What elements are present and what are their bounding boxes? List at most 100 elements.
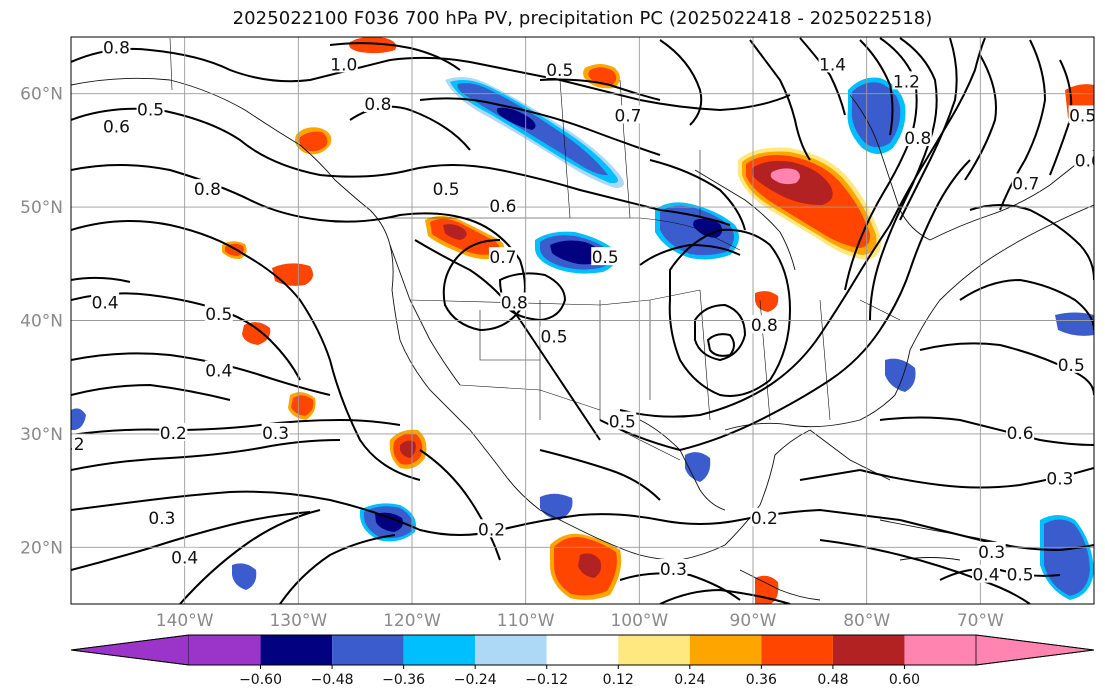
colorbar-label-9: 0.60 (889, 672, 920, 688)
contour-label-bg (329, 54, 358, 73)
contour-label-bg (608, 411, 637, 430)
colorbar-segment-7 (689, 635, 762, 665)
contour-label-11: 0.5 (591, 247, 620, 268)
contour-label-13: 0.4 (91, 292, 120, 313)
contour-label-text: 0.2 (478, 520, 505, 540)
lon-label-0: 140°W (156, 611, 214, 631)
precip-blob (685, 452, 711, 482)
colorbar-segment-5 (546, 635, 619, 665)
contour-label-text: 0.5 (1069, 106, 1096, 126)
latitude-labels: 60°N 50°N 40°N 30°N 20°N (20, 85, 63, 559)
contour-label-bg (892, 71, 921, 90)
contour-label-35: 0.4 (170, 547, 199, 569)
lon-label-5: 90°W (730, 611, 777, 631)
precip-blob (242, 322, 271, 345)
contour-label-text: 0.2 (57, 435, 84, 455)
contour-label-text: 0.8 (364, 95, 391, 115)
contour-label-bg (818, 54, 847, 73)
lat-label-3: 30°N (20, 425, 63, 445)
contour-label-bg (500, 292, 529, 311)
contour-label-0: 0.8 (102, 37, 131, 58)
contour-label-text: 0.4 (972, 566, 999, 586)
precip-blob (578, 553, 602, 578)
contour-label-text: 0.3 (262, 424, 289, 444)
precip-blob (1044, 519, 1090, 596)
colorbar-segment-10 (904, 635, 976, 665)
precip-blob (232, 563, 257, 590)
contour-label-bg (147, 507, 176, 526)
contour-label-bg (1006, 564, 1035, 583)
contour-label-37: 0.4 (972, 564, 1001, 586)
precip-blob (588, 67, 617, 86)
colorbar-segment-4 (475, 635, 547, 665)
contour-label-23: 1.2 (892, 71, 921, 92)
contour-label-bg (477, 519, 506, 538)
contour-label-bg (1045, 468, 1074, 487)
colorbar-label-5: 0.12 (603, 672, 634, 688)
colorbar-segment-6 (618, 635, 690, 665)
contour-label-bg (363, 94, 392, 113)
lon-label-1: 130°W (269, 611, 327, 631)
contour-label-bg (1074, 150, 1094, 169)
colorbar-segment-0 (189, 635, 261, 665)
contour-label-text: 0.5 (1007, 566, 1034, 586)
contour-label-bg (750, 315, 779, 334)
colorbar-label-8: 0.48 (817, 672, 848, 688)
colorbar-segment-8 (761, 635, 833, 665)
contour-label-7: 0.8 (193, 179, 222, 200)
contour-label-21: 0.8 (750, 315, 779, 336)
contour-label-bg (204, 360, 233, 379)
contour-label-5: 0.6 (102, 116, 131, 138)
contour-label-text: 0.5 (609, 413, 636, 433)
contour-label-17: 0.2 (159, 422, 188, 444)
colorbar-extend-high (975, 634, 1095, 666)
contour-label-22: 1.4 (818, 54, 847, 75)
precip-blob (349, 37, 397, 54)
contour-label-text: 1.0 (330, 55, 357, 75)
contour-label-bg (613, 105, 642, 124)
precip-blob (71, 408, 86, 430)
precip-blob (375, 512, 403, 532)
contour-label-text: 0.5 (592, 248, 619, 268)
colorbar-label-3: −0.24 (454, 672, 497, 688)
contour-label-1: 1.0 (329, 54, 358, 75)
contour-label-bg (1006, 422, 1035, 441)
lat-label-1: 50°N (20, 198, 63, 218)
graticule (71, 37, 1094, 604)
lon-label-3: 110°W (497, 611, 555, 631)
contour-label-text: 0.5 (205, 305, 232, 325)
colorbar-segment-1 (260, 635, 333, 665)
contour-label-bg (102, 116, 131, 135)
contour-label-bg (977, 541, 1006, 560)
contour-label-4: 0.7 (613, 105, 642, 126)
lon-label-2: 120°W (383, 611, 441, 631)
contour-label-text: 0.4 (92, 293, 119, 313)
contour-label-text: 0.7 (489, 248, 516, 268)
contour-label-6: 0.5 (136, 99, 165, 121)
plot-title: 2025022100 F036 700 hPa PV, precipitatio… (232, 8, 933, 29)
colorbar-label-0: −0.60 (239, 672, 282, 688)
colorbar-label-2: −0.36 (382, 672, 425, 688)
contour-label-bg (193, 179, 222, 198)
colorbar-label-7: 0.36 (746, 672, 777, 688)
contour-label-bg (136, 99, 165, 118)
contour-label-text: 0.7 (614, 106, 641, 126)
lat-label-0: 60°N (20, 85, 63, 105)
contour-label-text: 0.6 (1075, 152, 1102, 172)
coastlines (71, 77, 1094, 601)
contour-label-text: 0.3 (1046, 469, 1073, 489)
contour-label-text: 0.2 (160, 424, 187, 444)
contour-label-10: 0.7 (488, 247, 517, 268)
contour-label-bg (91, 292, 120, 311)
contour-label-2: 0.5 (545, 60, 574, 81)
contour-label-bg (71, 434, 85, 453)
contour-label-bg (432, 179, 461, 198)
precip-blob (443, 224, 467, 240)
colorbar-label-6: 0.24 (674, 672, 705, 688)
contour-label-12: 0.8 (500, 292, 529, 313)
contour-label-text: 0.6 (1007, 424, 1034, 444)
precip-blob (770, 168, 800, 185)
contour-label-bg (591, 247, 620, 266)
contour-label-8: 0.5 (432, 179, 461, 200)
